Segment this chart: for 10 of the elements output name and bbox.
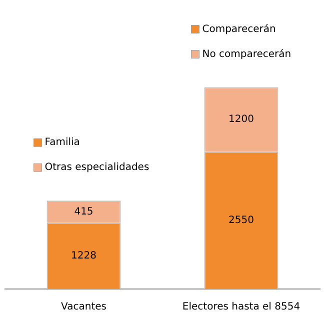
data-label: 2550 [228,215,254,226]
data-label: 1228 [71,250,96,262]
legend-label: Otras especialidades [44,162,150,174]
x-tick-label: Electores hasta el 8554 [182,302,300,313]
legend-label: No comparecerán [202,48,292,60]
data-label: 415 [74,206,94,218]
legend-label: Comparecerán [202,24,276,35]
legend-label: Familia [44,137,80,148]
x-tick-label: Vacantes [61,302,106,313]
data-label: 1200 [228,114,254,126]
